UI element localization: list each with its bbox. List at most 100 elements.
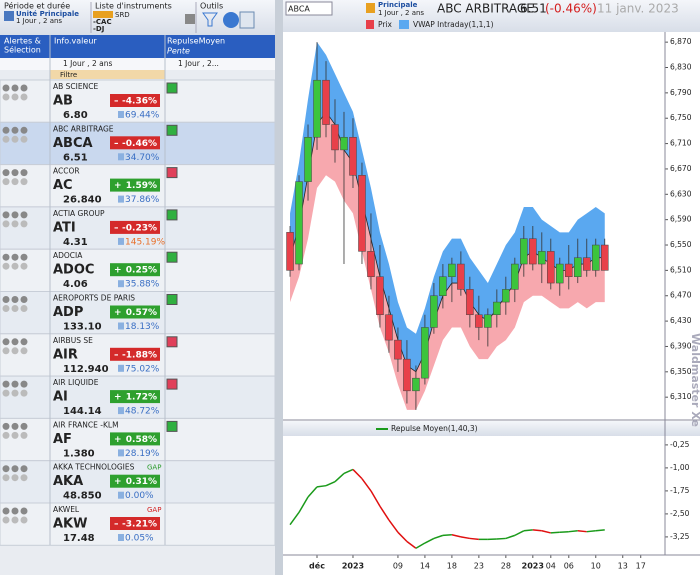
bars-icon xyxy=(118,407,124,415)
indicator-segment xyxy=(334,472,345,483)
dropdown[interactable] xyxy=(185,14,195,24)
percent: 145.19% xyxy=(125,237,165,247)
alert-icon xyxy=(2,338,10,346)
change-box xyxy=(110,347,160,361)
candle-body xyxy=(439,276,447,296)
ticker: AIR xyxy=(53,347,78,362)
price: 133.10 xyxy=(63,322,102,333)
legend-swatch xyxy=(366,20,374,29)
instrument-name: AIRBUS SE xyxy=(53,336,93,345)
percent: 34.70% xyxy=(125,153,160,163)
change-box xyxy=(110,517,160,530)
splitter[interactable] xyxy=(275,0,283,575)
bars-icon xyxy=(118,195,124,203)
candle-body xyxy=(421,327,429,379)
candle-body xyxy=(313,79,321,138)
symbol-input[interactable] xyxy=(285,1,333,16)
indicator-segment xyxy=(433,534,444,540)
y-tick-label: 6,350 xyxy=(670,367,692,376)
y-tick-label: 6,870 xyxy=(670,37,692,46)
candle-body xyxy=(583,257,591,271)
y-tick-label: 6,430 xyxy=(670,316,692,325)
candle-body xyxy=(520,238,528,265)
price: 144.14 xyxy=(63,406,102,417)
y-tick-label: 6,750 xyxy=(670,113,692,122)
gap: GAP xyxy=(147,464,161,472)
candle-body xyxy=(322,79,330,125)
x-tick-label: 06 xyxy=(564,562,574,571)
change-box xyxy=(110,390,160,404)
y-tick-label: 6,470 xyxy=(670,291,692,300)
alert-icon xyxy=(20,169,28,177)
alert-icon xyxy=(20,126,28,134)
alert-icon xyxy=(20,338,28,346)
ticker: AF xyxy=(53,432,72,447)
alert-icon xyxy=(11,347,19,355)
tool-button[interactable] xyxy=(223,12,239,28)
indicator-segment xyxy=(361,478,372,492)
alert-icon xyxy=(2,431,10,439)
vwap-upper-band xyxy=(290,42,605,372)
bars-icon xyxy=(118,491,124,499)
change-box xyxy=(110,432,160,446)
alert-icon xyxy=(11,220,19,228)
indicator-segment xyxy=(406,540,417,549)
filter-row xyxy=(50,70,165,79)
alert-icon xyxy=(2,262,10,270)
candle-body xyxy=(349,136,357,176)
ticker: ATI xyxy=(53,220,76,235)
tool-button[interactable] xyxy=(239,11,255,29)
icon xyxy=(4,11,14,21)
filter-button[interactable] xyxy=(202,12,218,27)
candle-body xyxy=(493,301,501,316)
change-sign: + xyxy=(114,308,122,318)
date: 11 janv. 2023 xyxy=(597,2,679,16)
alert-icon xyxy=(20,178,28,186)
change-box xyxy=(110,94,160,107)
alert-icon xyxy=(20,380,28,388)
bars-icon xyxy=(118,364,124,372)
indicator-segment xyxy=(514,530,525,537)
alert-icon xyxy=(11,338,19,346)
price: 6.51 xyxy=(63,152,88,163)
alert-icon xyxy=(2,253,10,261)
indicator-segment xyxy=(577,530,587,533)
alert-icon xyxy=(11,516,19,524)
legend: Prix xyxy=(378,20,393,29)
alert-icon xyxy=(20,431,28,439)
change-box xyxy=(110,263,160,277)
alert-icon xyxy=(20,135,28,143)
x-tick-label: 23 xyxy=(474,562,484,571)
instrument-name: AB SCIENCE xyxy=(53,82,98,91)
x-tick-label: 2023 xyxy=(522,562,544,571)
candle-body xyxy=(457,263,465,290)
alert-icon xyxy=(20,84,28,92)
slope-icon xyxy=(166,124,178,136)
list-item: SRD xyxy=(115,11,130,19)
x-tick-label: 13 xyxy=(618,562,628,571)
candle-body xyxy=(466,289,474,316)
unit-duration: 1 Jour , 2 ans xyxy=(378,9,424,17)
column-header xyxy=(0,35,275,58)
candle-body xyxy=(412,377,420,392)
instrument-name: ADOCIA xyxy=(53,251,83,260)
legend-swatch xyxy=(399,20,409,29)
candle-body xyxy=(430,295,438,328)
period-row xyxy=(0,58,275,70)
indicator-segment xyxy=(469,537,479,541)
instrument-name: AKKA TECHNOLOGIES xyxy=(53,463,135,472)
instrument-name: AKWEL xyxy=(53,505,80,514)
change-box xyxy=(110,305,160,319)
alert-icon xyxy=(20,296,28,303)
change-sign: + xyxy=(114,181,122,191)
y-tick-label: -2,50 xyxy=(670,509,690,518)
y-tick-label: 6,310 xyxy=(670,392,692,401)
alert-icon xyxy=(2,93,10,101)
alert-icon xyxy=(20,389,28,397)
indicator-segment xyxy=(298,496,309,513)
indicator-segment xyxy=(496,537,506,540)
instrument-price: 6.51 xyxy=(520,2,547,16)
alert-icon xyxy=(11,262,19,270)
alert-icon xyxy=(11,474,19,482)
x-tick-label: 28 xyxy=(501,562,511,571)
